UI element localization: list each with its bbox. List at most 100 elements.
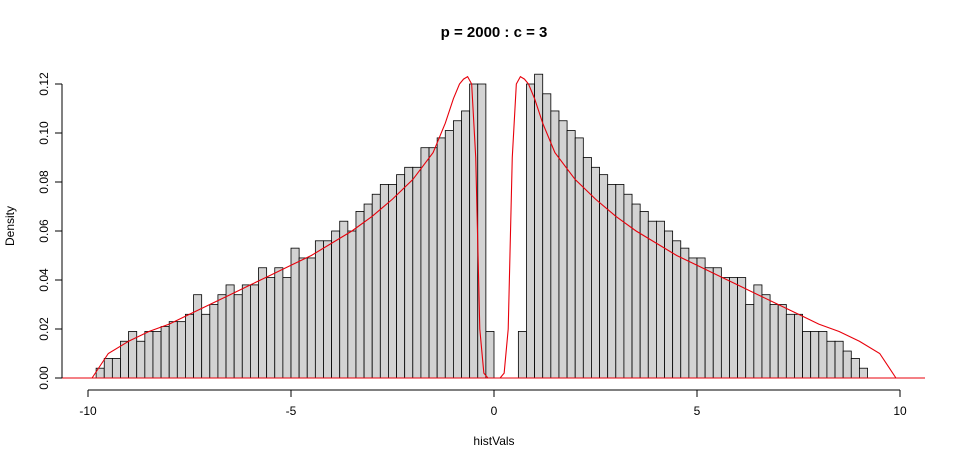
histogram-bar xyxy=(136,340,146,379)
histogram-bar xyxy=(217,294,227,379)
histogram-bar xyxy=(647,220,657,379)
histogram-bar xyxy=(485,331,495,379)
histogram-bar xyxy=(631,203,641,379)
histogram-bar xyxy=(444,130,454,379)
histogram-bar xyxy=(477,83,487,379)
histogram-bar xyxy=(241,284,251,379)
histogram-bar xyxy=(274,267,284,379)
histogram-bar xyxy=(160,326,170,379)
histogram-bar xyxy=(753,284,763,379)
y-tick-label: 0.02 xyxy=(37,317,51,341)
y-axis: 0.00 0.02 0.04 0.06 0.08 0.10 0.12 xyxy=(37,72,63,390)
histogram-bar xyxy=(258,267,268,379)
histogram-bar xyxy=(850,357,860,379)
histogram-bar xyxy=(859,367,868,379)
histogram-bar xyxy=(233,294,243,379)
histogram-bar xyxy=(712,267,722,379)
histogram-bar xyxy=(794,313,803,379)
histogram-bar xyxy=(396,174,406,379)
histogram-bar xyxy=(339,220,349,379)
y-tick-label: 0.12 xyxy=(37,72,51,96)
histogram-bar xyxy=(388,184,397,379)
histogram-bar xyxy=(103,357,113,379)
histogram-bar xyxy=(152,331,162,379)
histogram-bar xyxy=(176,321,186,379)
histogram-bar xyxy=(623,193,633,379)
histogram-bar xyxy=(566,130,576,379)
y-tick-label: 0.08 xyxy=(37,170,51,194)
histogram-bars xyxy=(95,73,868,379)
x-tick-label: 10 xyxy=(893,404,907,418)
histogram-bar xyxy=(306,257,316,379)
histogram-bar xyxy=(802,331,812,379)
histogram-bar xyxy=(777,304,787,379)
histogram-bar xyxy=(168,321,178,379)
histogram-bar xyxy=(672,240,682,379)
histogram-bar xyxy=(704,267,714,379)
histogram-bar xyxy=(842,350,852,379)
y-tick-label: 0.04 xyxy=(37,268,51,292)
histogram-bar xyxy=(249,284,259,379)
histogram-bar xyxy=(664,230,674,379)
histogram-bar xyxy=(193,294,203,379)
histogram-bar xyxy=(111,357,121,379)
histogram-bar xyxy=(785,313,795,379)
histogram-bar xyxy=(826,340,836,379)
histogram-bar xyxy=(599,174,609,379)
histogram-bar xyxy=(412,166,422,379)
histogram-bar xyxy=(461,110,471,379)
x-axis-label: histVals xyxy=(473,434,514,448)
histogram-bar xyxy=(769,304,779,379)
y-tick-label: 0.06 xyxy=(37,219,51,243)
y-tick-label: 0.00 xyxy=(37,366,51,390)
histogram-bar xyxy=(526,83,535,379)
histogram-bar xyxy=(225,284,235,379)
x-tick-label: 0 xyxy=(491,404,498,418)
histogram-bar xyxy=(615,184,625,379)
histogram-bar xyxy=(363,203,373,379)
histogram-bar xyxy=(323,240,333,379)
histogram-bar xyxy=(371,193,381,379)
histogram-bar xyxy=(574,137,584,379)
histogram-bar xyxy=(452,120,462,379)
histogram-bar xyxy=(120,340,130,379)
histogram-bar xyxy=(761,294,771,379)
histogram-bar xyxy=(745,304,755,379)
histogram-bar xyxy=(209,304,219,379)
histogram-bar xyxy=(201,313,211,379)
histogram-bar xyxy=(355,210,365,379)
histogram-bar xyxy=(347,230,357,379)
x-tick-label: 5 xyxy=(694,404,701,418)
histogram-bar xyxy=(331,230,341,379)
histogram-bar xyxy=(379,184,389,379)
histogram-bar xyxy=(688,257,698,379)
y-tick-label: 0.10 xyxy=(37,121,51,145)
x-tick-label: -10 xyxy=(79,404,97,418)
histogram-bar xyxy=(266,277,276,379)
x-tick-label: -5 xyxy=(286,404,297,418)
histogram-bar xyxy=(696,257,706,379)
histogram-bar xyxy=(185,313,194,379)
chart-title: p = 2000 : c = 3 xyxy=(441,24,548,41)
y-axis-label: Density xyxy=(3,206,17,246)
histogram-bar xyxy=(834,340,844,379)
histogram-bar xyxy=(282,277,292,379)
histogram-bar xyxy=(428,147,438,379)
histogram-bar xyxy=(656,220,665,379)
histogram-bar xyxy=(550,110,560,379)
histogram-bar xyxy=(517,331,527,379)
histogram-bar xyxy=(542,93,552,379)
histogram-bar xyxy=(144,331,154,379)
histogram-bar xyxy=(420,147,430,379)
histogram-bar xyxy=(680,247,690,379)
histogram-bar xyxy=(436,137,446,379)
histogram-bar xyxy=(720,277,730,379)
x-axis: -10 -5 0 5 10 xyxy=(79,389,907,418)
histogram-bar xyxy=(298,257,308,379)
histogram-bar xyxy=(729,277,738,379)
histogram-bar xyxy=(818,331,828,379)
histogram-bar xyxy=(290,247,300,379)
histogram-bar xyxy=(810,331,820,379)
histogram-bar xyxy=(404,166,414,379)
